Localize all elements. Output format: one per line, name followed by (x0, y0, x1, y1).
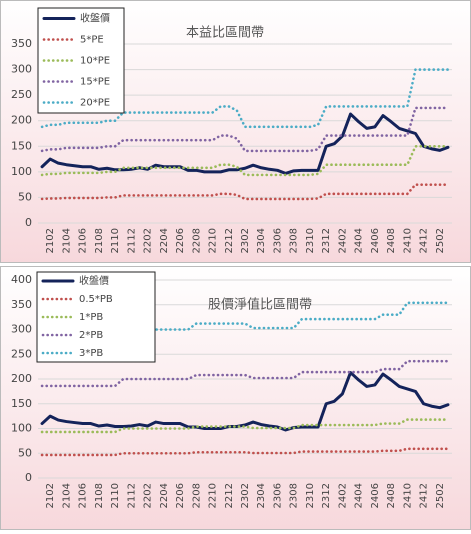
x-tick-label: 2108 (94, 483, 105, 508)
y-tick-label: 350 (11, 298, 32, 311)
x-tick-label: 2104 (61, 483, 72, 508)
y-tick-label: 250 (11, 88, 32, 101)
x-tick-label: 2312 (321, 228, 332, 253)
y-tick-label: 300 (11, 323, 32, 336)
series-line (40, 144, 450, 177)
y-tick-label: 400 (11, 273, 32, 286)
x-tick-label: 2312 (321, 483, 332, 508)
legend-label: 15*PE (80, 77, 110, 88)
legend-label: 5*PE (80, 35, 104, 46)
x-tick-label: 2412 (419, 228, 430, 253)
y-tick-label: 100 (11, 165, 32, 178)
legend-label: 1*PB (79, 312, 103, 323)
legend-label: 2*PB (79, 330, 103, 341)
series-line (40, 447, 450, 457)
chart-title: 本益比區間帶 (186, 26, 264, 41)
x-tick-label: 2410 (402, 483, 413, 508)
x-tick-label: 2502 (435, 483, 446, 508)
x-tick-label: 2106 (78, 228, 89, 253)
x-tick-label: 2304 (256, 483, 267, 508)
y-tick-label: 300 (11, 63, 32, 76)
x-tick-label: 2208 (191, 228, 202, 253)
legend-label: 10*PE (80, 56, 110, 67)
x-tick-label: 2408 (386, 228, 397, 253)
y-tick-label: 200 (11, 372, 32, 385)
x-tick-label: 2402 (337, 228, 348, 253)
y-tick-label: 0 (25, 471, 32, 484)
x-tick-label: 2406 (370, 483, 381, 508)
x-tick-label: 2302 (240, 228, 251, 253)
x-tick-label: 2310 (305, 228, 316, 253)
x-tick-label: 2102 (45, 483, 56, 508)
x-tick-label: 2202 (143, 483, 154, 508)
x-tick-label: 2308 (289, 228, 300, 253)
series-line (40, 359, 450, 388)
series-line (40, 371, 450, 432)
legend-label: 20*PE (80, 98, 110, 109)
x-tick-label: 2502 (435, 228, 446, 253)
x-tick-label: 2410 (402, 228, 413, 253)
series-line (40, 68, 450, 129)
x-tick-label: 2212 (224, 228, 235, 253)
x-tick-label: 2206 (175, 228, 186, 253)
x-tick-label: 2202 (143, 228, 154, 253)
legend-label: 0.5*PB (79, 294, 113, 305)
y-tick-label: 350 (11, 37, 32, 50)
y-tick-label: 50 (18, 190, 32, 203)
x-tick-label: 2110 (110, 483, 121, 508)
x-tick-label: 2204 (159, 483, 170, 508)
x-tick-label: 2108 (94, 228, 105, 253)
series-line (40, 418, 450, 434)
x-tick-label: 2112 (126, 483, 137, 508)
x-tick-label: 2210 (208, 228, 219, 253)
series-line (40, 112, 450, 175)
x-tick-label: 2206 (175, 483, 186, 508)
x-tick-label: 2306 (272, 483, 283, 508)
y-tick-label: 200 (11, 114, 32, 127)
y-tick-label: 150 (11, 139, 32, 152)
x-tick-label: 2110 (110, 228, 121, 253)
x-tick-label: 2112 (126, 228, 137, 253)
x-tick-label: 2308 (289, 483, 300, 508)
legend-label: 3*PB (79, 348, 103, 359)
x-tick-label: 2412 (419, 483, 430, 508)
x-tick-label: 2304 (256, 228, 267, 253)
y-tick-label: 0 (25, 216, 32, 229)
x-tick-label: 2402 (337, 483, 348, 508)
y-tick-label: 50 (18, 446, 32, 459)
y-tick-label: 100 (11, 422, 32, 435)
x-tick-label: 2302 (240, 483, 251, 508)
x-tick-label: 2210 (208, 483, 219, 508)
x-tick-label: 2404 (354, 483, 365, 508)
x-tick-label: 2104 (61, 228, 72, 253)
series-line (40, 106, 450, 153)
x-tick-label: 2406 (370, 228, 381, 253)
x-tick-label: 2208 (191, 483, 202, 508)
chart-title: 股價淨值比區間帶 (208, 297, 312, 313)
x-tick-label: 2408 (386, 483, 397, 508)
x-tick-label: 2306 (272, 228, 283, 253)
y-tick-label: 250 (11, 347, 32, 360)
legend-label: 收盤價 (79, 274, 109, 287)
x-tick-label: 2404 (354, 228, 365, 253)
x-tick-label: 2106 (78, 483, 89, 508)
x-tick-label: 2310 (305, 483, 316, 508)
legend-label: 收盤價 (80, 12, 110, 25)
y-tick-label: 150 (11, 397, 32, 410)
series-line (40, 183, 450, 201)
x-tick-label: 2204 (159, 228, 170, 253)
x-tick-label: 2102 (45, 228, 56, 253)
x-tick-label: 2212 (224, 483, 235, 508)
